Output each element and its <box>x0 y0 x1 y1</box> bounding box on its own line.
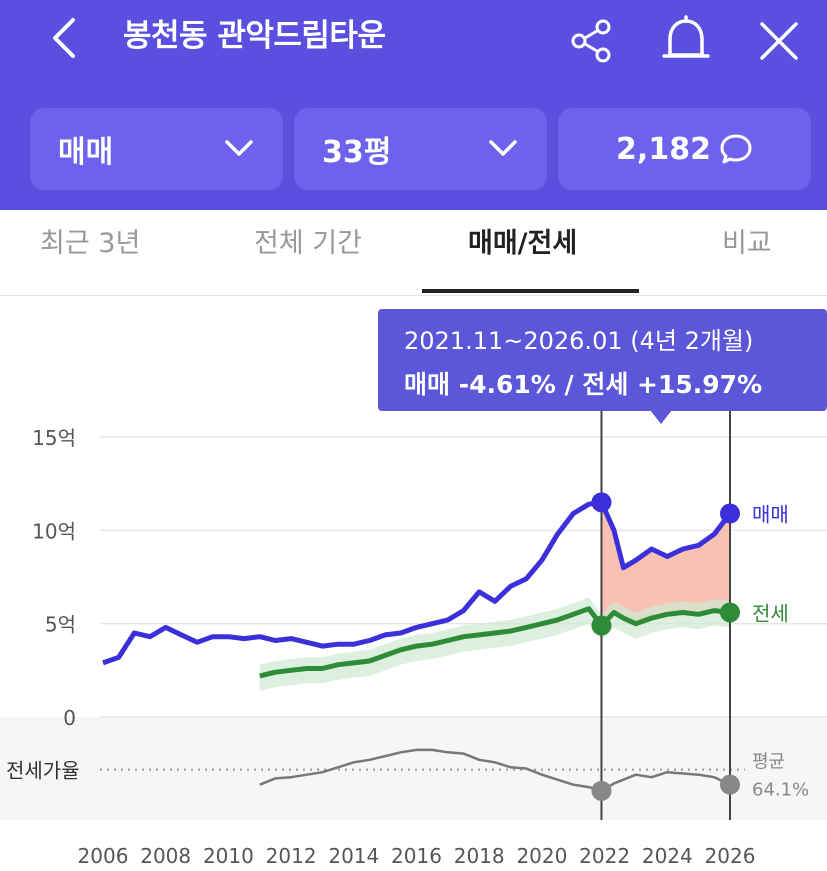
share-button[interactable] <box>566 16 616 66</box>
x-tick-label: 2018 <box>454 844 505 868</box>
x-tick-label: 2026 <box>705 844 756 868</box>
active-tab-indicator <box>422 289 639 293</box>
series-line-jeonse <box>259 606 731 679</box>
y-tick-label: 5억 <box>45 613 76 637</box>
chevron-down-icon <box>489 140 517 156</box>
sale-start-point <box>591 492 612 513</box>
y-tick-label: 15억 <box>32 426 76 450</box>
gap-area <box>601 502 730 626</box>
x-tick-label: 2014 <box>328 844 379 868</box>
x-tick-label: 2016 <box>391 844 442 868</box>
sale-end-point <box>720 503 740 524</box>
sale-series-label: 매매 <box>752 503 789 527</box>
chat-bubble-icon <box>720 134 752 164</box>
ratio-end-point <box>720 774 740 795</box>
x-tick-label: 2008 <box>140 844 191 868</box>
back-button[interactable] <box>40 14 88 62</box>
price-chart[interactable]: 15억 10억 5억 0 2006 2008 2010 2012 2014 2016 2018 202… <box>0 300 827 871</box>
series-line-ratio <box>259 748 731 793</box>
comments-count: 2,182 <box>616 131 711 167</box>
trade-type-label: 매매 <box>58 135 114 170</box>
share-icon <box>571 19 611 63</box>
y-tick-label: 0 <box>63 706 76 730</box>
area-label: 33평 <box>322 135 392 170</box>
y-tick-label: 10억 <box>32 519 76 543</box>
close-icon <box>760 22 798 60</box>
ratio-label: 전세가율 <box>6 759 80 783</box>
jeonse-series-label: 전세 <box>752 601 789 625</box>
bell-icon <box>662 15 710 58</box>
tab-all-period[interactable]: 전체 기간 <box>254 228 362 259</box>
tooltip-arrow <box>650 410 672 424</box>
area-select[interactable]: 33평 <box>294 108 547 190</box>
series-line-sale <box>102 499 732 666</box>
tooltip-period: 2021.11~2026.01 (4년 2개월) <box>404 327 754 355</box>
x-tick-label: 2012 <box>266 844 317 868</box>
chevron-left-icon <box>53 18 75 58</box>
tab-compare[interactable]: 비교 <box>722 228 772 259</box>
period-tabs: 최근 3년 전체 기간 매매/전세 비교 <box>0 210 827 296</box>
ratio-average-label: 평균 <box>752 752 785 773</box>
tooltip-change: 매매 -4.61% / 전세 +15.97% <box>404 370 763 399</box>
ratio-band-bg <box>0 717 827 820</box>
notification-button[interactable] <box>658 14 714 66</box>
ratio-start-point <box>591 780 612 801</box>
x-tick-label: 2022 <box>579 844 630 868</box>
x-tick-label: 2024 <box>642 844 693 868</box>
tab-recent-3y[interactable]: 최근 3년 <box>40 228 141 259</box>
comments-button[interactable]: 2,182 <box>558 108 811 190</box>
trade-type-select[interactable]: 매매 <box>30 108 283 190</box>
tab-sale-jeonse[interactable]: 매매/전세 <box>468 228 578 259</box>
x-tick-label: 2006 <box>78 844 129 868</box>
x-tick-label: 2010 <box>203 844 254 868</box>
page-title: 봉천동 관악드림타운 <box>123 18 386 54</box>
jeonse-start-point <box>591 615 612 636</box>
jeonse-range-band <box>259 597 730 691</box>
x-tick-label: 2020 <box>516 844 567 868</box>
chevron-down-icon <box>225 140 253 156</box>
ratio-average-value: 64.1% <box>752 780 809 801</box>
close-button[interactable] <box>754 16 804 66</box>
jeonse-end-point <box>720 602 740 623</box>
period-tooltip: 2021.11~2026.01 (4년 2개월) 매매 -4.61% / 전세 … <box>378 309 827 411</box>
